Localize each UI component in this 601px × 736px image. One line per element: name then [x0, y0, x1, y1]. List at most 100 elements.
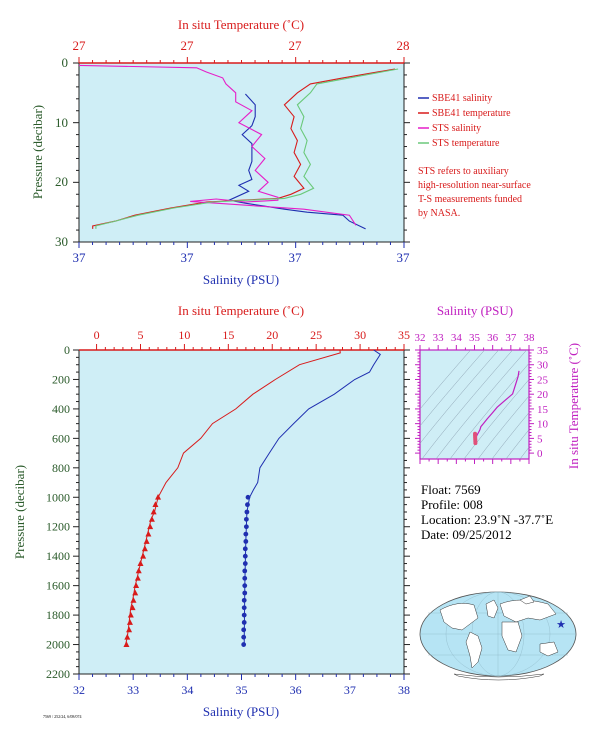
bottom-temperature-line	[125, 349, 341, 645]
inset-contour-line	[519, 446, 529, 459]
bottom-salinity-tick-label: 37	[344, 683, 356, 697]
top-temperature-axis-label: In situ Temperature (˚C)	[178, 17, 304, 32]
salinity-marker	[241, 605, 247, 611]
top-salinity-tick-label-2: 37	[289, 250, 303, 265]
salinity-marker	[242, 568, 248, 574]
inset-salinity-tick-label: 37	[505, 332, 517, 344]
top-panel: In situ Temperature (˚C) 27 27 27 28 37 …	[30, 17, 531, 287]
temperature-marker	[135, 567, 142, 574]
inset-contour-line	[491, 412, 529, 459]
inset-ticks: 32 33 34 35 36 37 38 0 5 10 15 20 25 30 35	[415, 332, 549, 464]
top-salinity-axis-label: Salinity (PSU)	[203, 272, 279, 287]
bottom-temperature-tick-label: 0	[94, 328, 100, 342]
bottom-pressure-tick-label: 800	[52, 461, 70, 475]
inset-temperature-tick-label: 10	[537, 419, 549, 431]
legend-label-sbe41-salinity: SBE41 salinity	[432, 93, 492, 104]
salinity-marker	[242, 546, 248, 552]
inset-salinity-tick-label: 33	[433, 332, 445, 344]
salinity-marker	[245, 502, 250, 508]
bottom-salinity-tick-label: 36	[290, 683, 302, 697]
inset-contour-line	[435, 350, 527, 459]
inset-contour-line	[505, 429, 529, 459]
temperature-marker	[129, 604, 136, 611]
temperature-marker	[140, 552, 147, 559]
inset-salinity-axis-label: Salinity (PSU)	[437, 303, 513, 318]
inset-temperature-tick-label: 5	[537, 433, 543, 445]
top-pressure-tick-label-0: 0	[62, 55, 69, 70]
bottom-pressure-tick-label: 400	[52, 402, 70, 416]
bottom-pressure-tick-label: 600	[52, 431, 70, 445]
float-location: Location: 23.9˚N -37.7˚E	[421, 512, 553, 527]
temperature-marker	[145, 530, 152, 537]
top-plot-area	[78, 62, 405, 243]
top-pressure-axis-label: Pressure (decibar)	[30, 105, 45, 199]
sts-note-line-1: STS refers to auxiliary	[418, 166, 509, 177]
top-salinity-tick-label-0: 37	[73, 250, 87, 265]
profile-date: Date: 09/25/2012	[421, 527, 512, 542]
bottom-pressure-tick-label: 1200	[46, 520, 70, 534]
inset-contour-line	[477, 395, 529, 459]
bottom-temperature-tick-label: 35	[398, 328, 410, 342]
salinity-marker	[242, 583, 248, 589]
world-map: ★	[419, 591, 577, 681]
bottom-panel: 0200400600800100012001400160018002000220…	[12, 303, 410, 719]
top-series-sbe41-salinity	[227, 93, 366, 230]
bottom-temperature-tick-label: 20	[266, 328, 278, 342]
inset-deep-marker	[473, 431, 478, 436]
salinity-marker	[242, 553, 248, 559]
bottom-pressure-tick-label: 200	[52, 372, 70, 386]
salinity-marker	[241, 627, 247, 633]
temperature-marker	[127, 611, 134, 618]
inset-contour-line	[421, 350, 513, 459]
inset-temperature-tick-label: 25	[537, 374, 549, 386]
top-series-sbe41-temperature	[92, 68, 395, 229]
bottom-salinity-tick-label: 34	[181, 683, 193, 697]
bottom-temperature-tick-label: 25	[310, 328, 322, 342]
temperature-marker	[137, 560, 144, 566]
float-position-marker: ★	[556, 619, 566, 631]
bottom-salinity-tick-label: 33	[127, 683, 139, 697]
top-salinity-tick-label-3: 37	[397, 250, 411, 265]
bottom-series	[123, 349, 381, 647]
top-pressure-tick-label-1: 10	[55, 115, 68, 130]
temperature-marker	[123, 641, 130, 647]
theta-s-inset: 32 33 34 35 36 37 38 0 5 10 15 20 25 30 35 Salinity (P…	[415, 303, 582, 469]
top-pressure-tick-label-2: 20	[55, 174, 68, 189]
temperature-marker	[141, 545, 148, 552]
bottom-pressure-tick-label: 1400	[46, 549, 70, 563]
bottom-temperature-tick-label: 5	[137, 328, 143, 342]
temperature-marker	[126, 619, 133, 625]
inset-contour-line	[449, 362, 529, 459]
bottom-pressure-tick-label: 1600	[46, 579, 70, 593]
inset-contour-line	[420, 350, 471, 410]
temperature-marker	[143, 538, 150, 544]
temperature-marker	[152, 501, 159, 508]
bottom-pressure-tick-label: 2000	[46, 638, 70, 652]
top-temp-tick-label-1: 27	[181, 38, 195, 53]
sts-note-line-2: high-resolution near-surface	[418, 180, 531, 191]
salinity-marker	[241, 612, 247, 618]
inset-contour-line	[420, 350, 485, 427]
bottom-salinity-axis-label: Salinity (PSU)	[203, 704, 279, 719]
salinity-marker	[245, 494, 251, 500]
sts-note-line-4: by NASA.	[418, 208, 460, 219]
salinity-marker	[241, 620, 247, 625]
bottom-pressure-tick-label: 2200	[46, 667, 70, 681]
temperature-marker	[124, 633, 131, 640]
salinity-marker	[242, 575, 248, 581]
inset-temperature-tick-label: 30	[537, 360, 549, 372]
bottom-salinity-line	[243, 349, 381, 645]
inset-salinity-tick-label: 35	[469, 332, 481, 344]
temperature-marker	[130, 596, 137, 603]
inset-temperature-tick-label: 15	[537, 404, 549, 416]
temperature-marker	[132, 589, 139, 596]
temperature-marker	[133, 582, 140, 589]
inset-salinity-tick-label: 32	[415, 332, 426, 344]
top-temp-tick-label-3: 28	[397, 38, 410, 53]
inset-temperature-tick-label: 20	[537, 389, 549, 401]
temperature-marker	[150, 508, 157, 515]
temperature-marker	[155, 493, 162, 500]
salinity-marker	[243, 539, 249, 544]
top-series-sts-salinity	[78, 64, 357, 226]
